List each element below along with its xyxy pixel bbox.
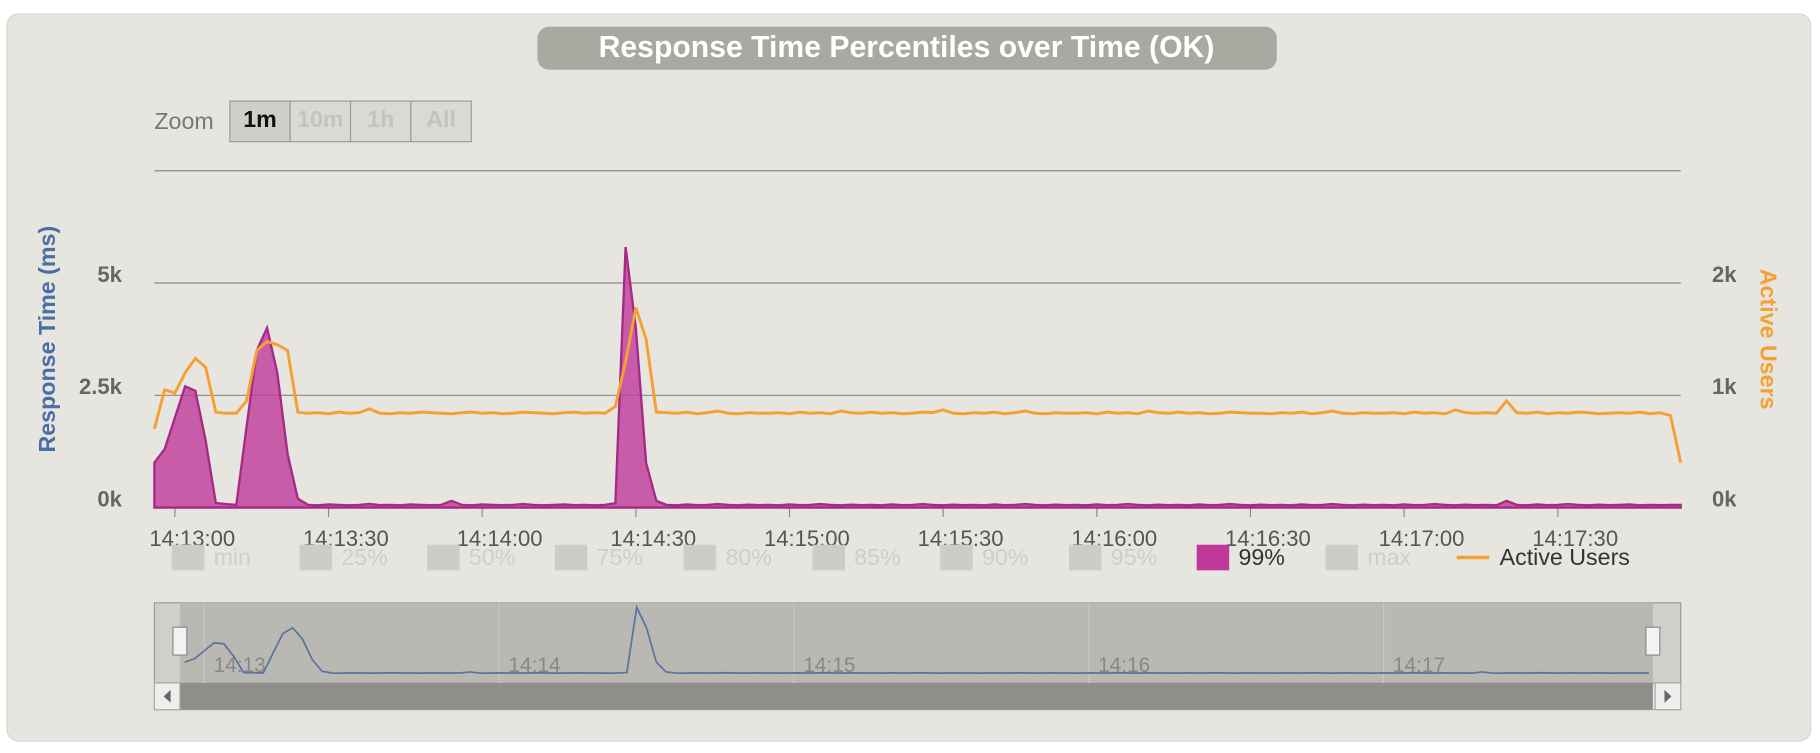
navigator-handle[interactable]: [172, 626, 188, 656]
y2-tick-label: 2k: [1712, 262, 1737, 287]
zoom-button-label: 1m: [243, 106, 277, 132]
line: [152, 307, 1683, 463]
x-tick-label: 14:16:30: [1225, 526, 1311, 551]
legend-icon[interactable]: [940, 544, 973, 571]
y-tick-label: 2.5k: [79, 374, 123, 399]
zoom-button[interactable]: [289, 100, 352, 143]
x-tick-label: 14:17:00: [1379, 526, 1465, 551]
area: [153, 246, 1682, 509]
legend-icon[interactable]: [171, 544, 205, 571]
legend-icon[interactable]: [683, 544, 717, 571]
navigator-label: 14:16: [1098, 654, 1150, 677]
x-tick-label: 14:14:30: [610, 526, 696, 551]
legend-icon[interactable]: [299, 544, 332, 571]
legend-label: 85%: [854, 544, 900, 570]
y-tick-label: 5k: [97, 262, 122, 287]
navigator-label: 14:15: [803, 654, 855, 677]
legend-icon[interactable]: [1325, 544, 1359, 571]
title-pill: [537, 26, 1277, 70]
zoom-button[interactable]: [349, 100, 412, 143]
x-tick-label: 14:17:30: [1532, 526, 1618, 551]
zoom-button-label: 1h: [367, 106, 394, 132]
y-axis-title: Response Time (ms): [34, 226, 60, 453]
legend-label: 25%: [341, 544, 387, 570]
chart-title: Response Time Percentiles over Time (OK): [599, 31, 1215, 64]
legend-label: max: [1367, 544, 1411, 570]
y2-axis-title: Active Users: [1755, 269, 1781, 410]
arrow-right: [1664, 689, 1672, 703]
legend-label: 80%: [725, 544, 771, 570]
y2-tick-label: 0k: [1712, 486, 1737, 511]
navigator-label: 14:17: [1393, 654, 1445, 677]
legend-icon[interactable]: [812, 544, 846, 571]
legend-label: 99%: [1238, 544, 1284, 570]
zoom-button-label: 10m: [297, 106, 343, 132]
legend-label: 95%: [1111, 544, 1157, 570]
legend-icon[interactable]: [1196, 544, 1230, 571]
zoom-button-label: All: [426, 106, 456, 132]
y2-tick-label: 1k: [1712, 374, 1737, 399]
x-tick-label: 14:14:00: [457, 526, 543, 551]
legend-icon[interactable]: [554, 544, 588, 571]
zoom-button[interactable]: [410, 100, 472, 143]
zoom-button[interactable]: [229, 100, 291, 143]
navigator-handle[interactable]: [1645, 626, 1661, 656]
zoom-label: Zoom: [154, 108, 213, 134]
legend-label: min: [214, 544, 251, 570]
navigator-line: [184, 604, 1649, 674]
navigator-selection[interactable]: [179, 602, 1653, 683]
navigator-label: 14:14: [508, 654, 560, 677]
y-tick-label: 0k: [97, 486, 122, 511]
scrollbar-thumb[interactable]: [179, 682, 1653, 710]
legend-label: Active Users: [1500, 544, 1630, 570]
legend-label: 75%: [597, 544, 643, 570]
legend-icon[interactable]: [1069, 544, 1102, 571]
legend-icon[interactable]: [427, 544, 460, 571]
legend-label: 90%: [982, 544, 1028, 570]
arrow-left: [163, 689, 171, 703]
legend-label: 50%: [469, 544, 515, 570]
